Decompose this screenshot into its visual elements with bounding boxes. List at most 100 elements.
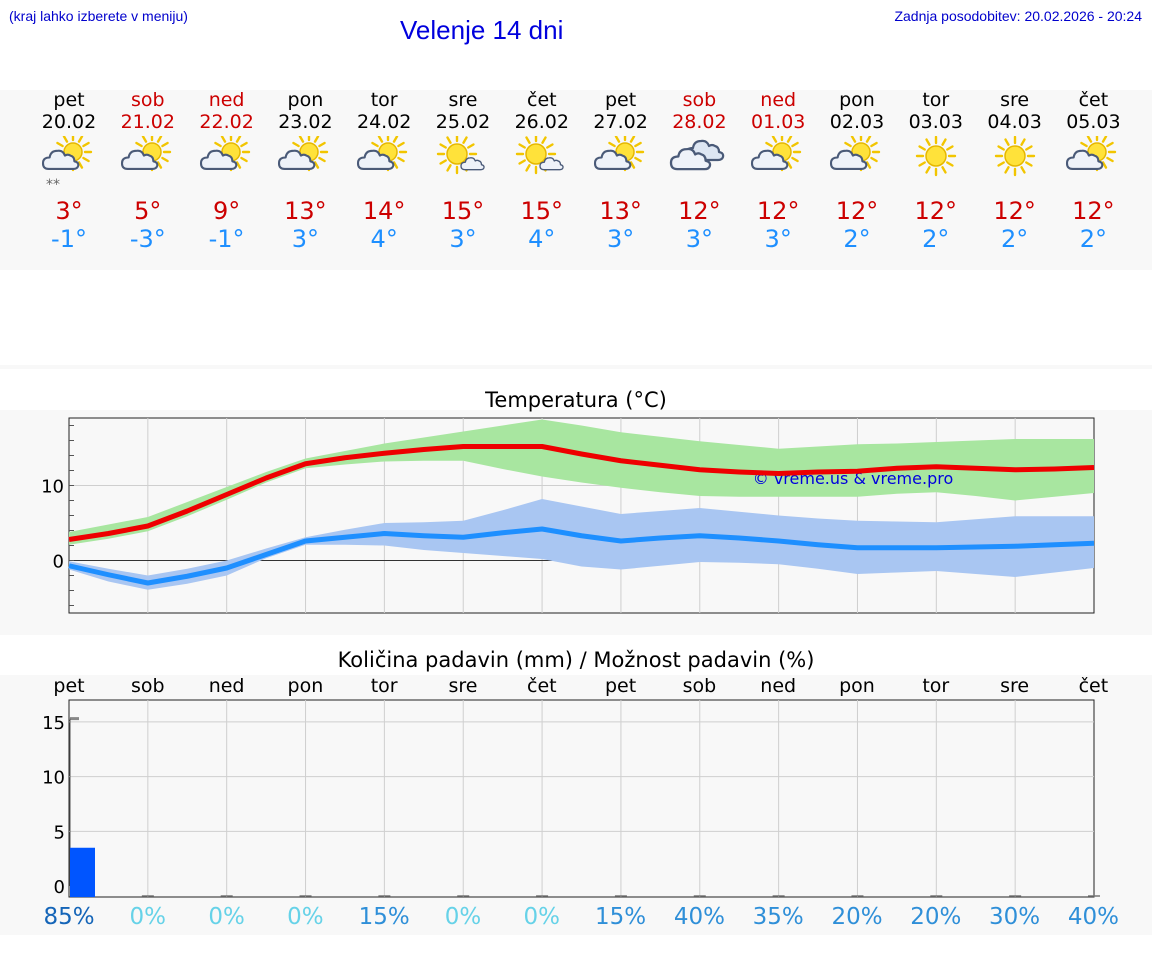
day-date: 20.02 xyxy=(41,111,97,133)
temp-min: 3° xyxy=(449,225,477,253)
day-date: 01.03 xyxy=(750,111,806,133)
day-date: 23.02 xyxy=(278,111,333,133)
precip-probability: 0% xyxy=(523,904,561,930)
partly-cloudy-icon xyxy=(593,136,644,172)
temp-min: 3° xyxy=(291,225,320,253)
precip-probability: 0% xyxy=(208,904,245,930)
forecast-band xyxy=(0,90,1152,270)
temp-chart-band xyxy=(0,410,1152,635)
precip-day-label: pet xyxy=(53,675,85,697)
temp-max: 12° xyxy=(835,197,879,225)
page-title: Velenje 14 dni xyxy=(400,15,564,45)
day-date: 21.02 xyxy=(120,111,175,133)
day-column: ned 01.03 xyxy=(738,89,818,133)
day-name: čet xyxy=(527,89,557,111)
precip-probability: 40% xyxy=(1067,904,1119,930)
temp-max: 13° xyxy=(284,197,327,225)
precip-day-label: ned xyxy=(208,675,245,697)
day-date: 24.02 xyxy=(356,111,412,133)
temp-max: 14° xyxy=(362,197,406,225)
temp-min: 2° xyxy=(843,225,871,253)
temp-max: 12° xyxy=(914,197,958,225)
temp-min: 3° xyxy=(606,225,635,253)
day-column: pet 20.02 xyxy=(29,89,109,133)
day-name: sob xyxy=(682,89,717,111)
last-updated: Zadnja posodobitev: 20.02.2026 - 20:24 xyxy=(894,8,1142,24)
day-column: pon 02.03 xyxy=(817,89,897,133)
day-name: pon xyxy=(287,89,324,111)
day-date: 05.03 xyxy=(1066,111,1121,133)
partly-cloudy-icon xyxy=(199,136,250,172)
day-column: ned 22.02 xyxy=(187,89,267,133)
day-name: ned xyxy=(760,89,797,111)
day-column: sob 21.02 xyxy=(108,89,188,133)
day-date: 28.02 xyxy=(672,111,727,133)
precip-probability: 35% xyxy=(752,904,804,930)
precip-chart-title: Količina padavin (mm) / Možnost padavin … xyxy=(337,648,815,672)
precip-probability: 20% xyxy=(831,904,883,930)
precip-probability: 85% xyxy=(43,904,95,930)
temp-max: 15° xyxy=(520,197,564,225)
day-name: pet xyxy=(53,89,85,111)
temp-min: 2° xyxy=(1079,225,1108,253)
day-name: sre xyxy=(448,89,478,111)
day-column: čet 05.03 xyxy=(1053,89,1133,133)
svg-text:**: ** xyxy=(46,177,60,186)
temp-chart-title: Temperatura (°C) xyxy=(485,388,667,412)
day-name: tor xyxy=(370,89,398,111)
precip-day-label: sre xyxy=(448,675,478,697)
precip-day-label: sre xyxy=(1000,675,1030,697)
location-hint[interactable]: (kraj lahko izberete v meniju) xyxy=(9,8,188,24)
sun-icon xyxy=(994,136,1035,177)
precip-day-label: čet xyxy=(1078,675,1109,697)
temp-max: 12° xyxy=(678,197,721,225)
day-name: sob xyxy=(131,89,165,111)
precip-probability: 0% xyxy=(287,904,324,930)
precip-probability: 40% xyxy=(673,904,725,930)
partly-cloudy-icon xyxy=(120,136,171,172)
partly-cloudy-snow-icon: ** xyxy=(41,136,93,186)
day-date: 25.02 xyxy=(435,111,491,133)
day-column: čet 26.02 xyxy=(502,89,582,133)
day-date: 22.02 xyxy=(199,111,254,133)
partly-cloudy-icon xyxy=(278,136,329,172)
sun-small-cloud-icon xyxy=(515,136,564,175)
separator-band xyxy=(0,365,1152,369)
temp-max: 5° xyxy=(134,197,162,225)
precip-day-label: pon xyxy=(839,675,875,697)
precip-day-label: sob xyxy=(682,675,717,697)
temp-max: 12° xyxy=(993,197,1036,225)
precip-probability: 15% xyxy=(358,904,410,930)
partly-cloudy-icon xyxy=(751,136,802,172)
precip-day-label: čet xyxy=(527,675,557,697)
day-date: 04.03 xyxy=(987,111,1042,133)
precip-day-label: pet xyxy=(604,675,637,697)
precip-probability: 20% xyxy=(910,904,962,930)
temp-min: -1° xyxy=(51,225,87,253)
precip-probability: 15% xyxy=(595,904,647,930)
day-date: 02.03 xyxy=(829,111,885,133)
sun-icon xyxy=(915,136,956,177)
temp-max: 3° xyxy=(55,197,83,225)
precip-probability: 30% xyxy=(989,904,1041,930)
temp-min: 4° xyxy=(370,225,398,253)
precip-day-label: pon xyxy=(287,675,324,697)
precip-day-label: ned xyxy=(760,675,797,697)
partly-cloudy-icon xyxy=(357,136,408,172)
day-column: pet 27.02 xyxy=(581,89,661,133)
day-name: pon xyxy=(839,89,875,111)
day-column: tor 24.02 xyxy=(344,89,424,133)
temp-max: 9° xyxy=(212,197,241,225)
temp-max: 12° xyxy=(1072,197,1115,225)
cloudy-icon xyxy=(670,139,725,171)
sun-small-cloud-icon xyxy=(436,136,485,175)
precip-day-label: tor xyxy=(922,675,950,697)
precip-day-label: sob xyxy=(131,675,165,697)
precip-probability: 0% xyxy=(129,904,167,930)
day-column: sre 04.03 xyxy=(975,89,1055,133)
temp-min: 3° xyxy=(764,225,792,253)
temp-min: -3° xyxy=(129,225,166,253)
partly-cloudy-icon xyxy=(829,136,881,172)
day-name: ned xyxy=(208,89,245,111)
temp-max: 13° xyxy=(599,197,642,225)
